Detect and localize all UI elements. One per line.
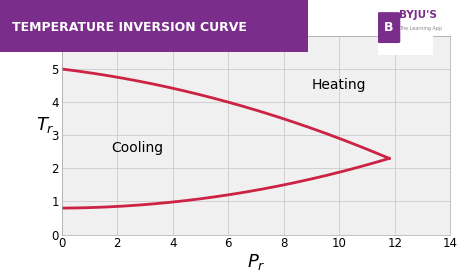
Text: Heating: Heating	[311, 78, 366, 92]
Text: B: B	[384, 21, 394, 34]
Text: Cooling: Cooling	[111, 141, 164, 155]
FancyBboxPatch shape	[378, 12, 401, 43]
Text: BYJU'S: BYJU'S	[399, 10, 437, 20]
Text: TEMPERATURE INVERSION CURVE: TEMPERATURE INVERSION CURVE	[12, 21, 247, 34]
X-axis label: $P_r$: $P_r$	[246, 252, 265, 272]
Text: The Learning App: The Learning App	[399, 26, 442, 31]
Y-axis label: $T_r$: $T_r$	[36, 115, 55, 135]
